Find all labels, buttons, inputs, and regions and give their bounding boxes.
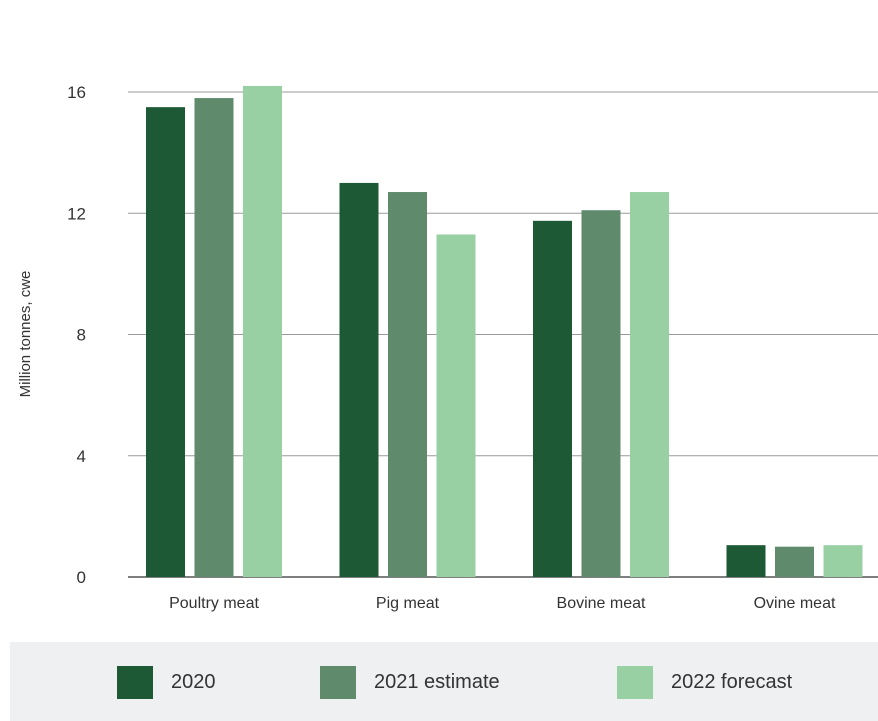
bar-ovine-meat-2022-forecast	[823, 545, 863, 577]
bar-chart: 0 4 8 12 16 Poultry meat Pig meat Bovine meat O…	[17, 83, 878, 612]
x-tick-label: Pig meat	[376, 595, 440, 612]
y-tick-label: 8	[77, 326, 86, 345]
legend-label-2022-forecast: 2022 forecast	[671, 671, 793, 693]
legend: 2020 2021 estimate 2022 forecast	[10, 642, 878, 721]
bar-bovine-meat-2020	[533, 220, 572, 577]
legend-item-2021-estimate: 2021 estimate	[320, 666, 500, 699]
x-tick-label: Ovine meat	[754, 595, 836, 612]
legend-label-2020: 2020	[171, 671, 216, 693]
legend-swatch-2021-estimate	[320, 666, 356, 699]
y-axis-ticks: 0 4 8 12 16	[67, 83, 86, 587]
bars	[146, 85, 863, 577]
bar-bovine-meat-2021-estimate	[581, 210, 621, 577]
legend-swatch-2020	[117, 666, 153, 699]
bar-pig-meat-2022-forecast	[436, 234, 476, 577]
x-tick-label: Bovine meat	[557, 595, 646, 612]
legend-swatch-2022-forecast	[617, 666, 653, 699]
x-axis-ticks: Poultry meat Pig meat Bovine meat Ovine mea…	[169, 595, 836, 612]
legend-item-2020: 2020	[117, 666, 216, 699]
legend-item-2022-forecast: 2022 forecast	[617, 666, 792, 699]
y-tick-label: 0	[77, 568, 86, 587]
y-axis-label: Million tonnes, cwe	[17, 271, 34, 398]
y-tick-label: 16	[67, 83, 86, 102]
bar-ovine-meat-2021-estimate	[775, 546, 814, 577]
legend-label-2021-estimate: 2021 estimate	[374, 671, 500, 693]
bar-pig-meat-2020	[339, 182, 379, 577]
bar-ovine-meat-2020	[726, 545, 766, 577]
bar-pig-meat-2021-estimate	[388, 192, 427, 577]
bar-bovine-meat-2022-forecast	[630, 192, 669, 577]
y-tick-label: 4	[77, 447, 86, 466]
bar-poultry-meat-2021-estimate	[194, 98, 234, 577]
gridlines	[128, 91, 878, 578]
y-tick-label: 12	[67, 204, 86, 223]
bar-poultry-meat-2020	[146, 107, 185, 577]
bar-poultry-meat-2022-forecast	[243, 85, 282, 577]
x-tick-label: Poultry meat	[169, 595, 259, 612]
